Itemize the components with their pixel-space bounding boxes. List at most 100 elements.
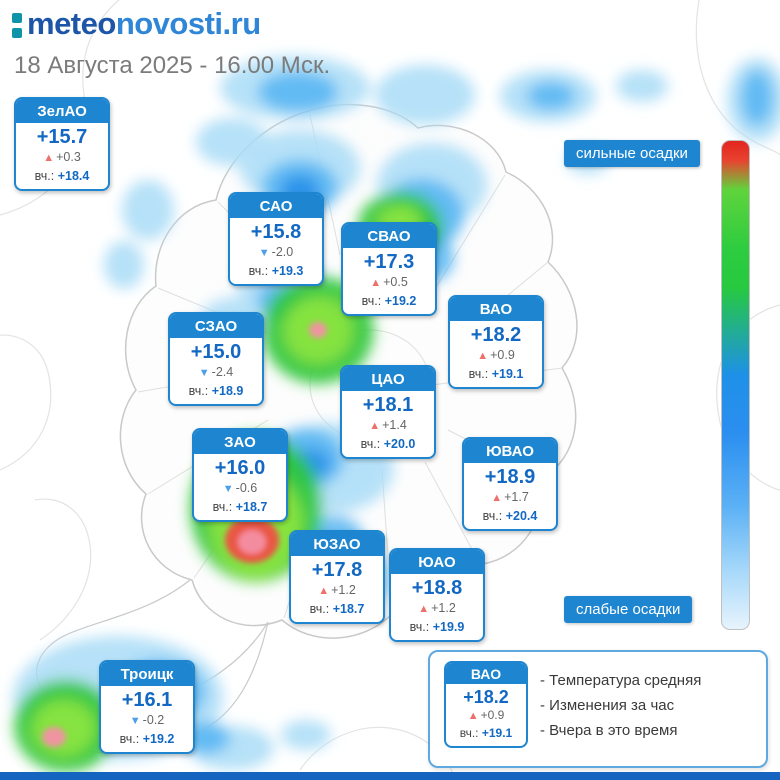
district-name: САО — [230, 194, 322, 218]
district-name: СВАО — [343, 224, 435, 248]
district-yesterday-row: вч.: +20.0 — [342, 434, 434, 457]
district-temp: +16.1 — [121, 689, 173, 711]
district-temp: +18.2 — [470, 324, 522, 346]
yesterday-label: вч.: — [119, 732, 140, 746]
district-name: Троицк — [101, 662, 193, 686]
explanation-hour-change: - Изменения за час — [540, 697, 675, 714]
district-change-row: ▼ -0.2 — [101, 711, 193, 729]
district-name: ВАО — [446, 663, 526, 684]
district-yesterday-value: +19.1 — [481, 726, 513, 740]
trend-arrow-icon: ▲ — [467, 710, 479, 722]
district-card-vao: ВАО +18.2 ▲ +0.9 вч.: +19.1 — [448, 295, 544, 389]
trend-arrow-icon: ▲ — [43, 152, 55, 164]
district-temp: +16.0 — [214, 457, 266, 479]
district-change-row: ▲ +0.3 — [16, 148, 108, 166]
district-yesterday-row: вч.: +19.1 — [446, 724, 526, 746]
precipitation-cores — [42, 322, 327, 747]
trend-arrow-icon: ▲ — [418, 603, 430, 615]
district-temp: +17.3 — [363, 251, 415, 273]
yesterday-label: вч.: — [188, 384, 209, 398]
logo-text: meteonovosti.ru — [27, 8, 261, 39]
explanation-yesterday: - Вчера в это время — [540, 722, 678, 739]
district-change-value: -2.0 — [271, 245, 294, 259]
yesterday-label: вч.: — [482, 509, 503, 523]
site-logo[interactable]: meteonovosti.ru — [12, 8, 261, 39]
district-yesterday-row: вч.: +18.7 — [194, 497, 286, 520]
district-temp: +18.2 — [463, 687, 509, 707]
district-temp: +18.8 — [411, 577, 463, 599]
district-card-yuvao: ЮВАО +18.9 ▲ +1.7 вч.: +20.4 — [462, 437, 558, 531]
district-card-sao: САО +15.8 ▼ -2.0 вч.: +19.3 — [228, 192, 324, 286]
district-yesterday-row: вч.: +19.2 — [343, 291, 435, 314]
yesterday-label: вч.: — [212, 500, 233, 514]
district-card-zao: ЗАО +16.0 ▼ -0.6 вч.: +18.7 — [192, 428, 288, 522]
district-yesterday-value: +19.2 — [142, 732, 175, 746]
district-change-row: ▼ -2.0 — [230, 243, 322, 261]
trend-arrow-icon: ▲ — [477, 350, 489, 362]
district-card-yuzao: ЮЗАО +17.8 ▲ +1.2 вч.: +18.7 — [289, 530, 385, 624]
trend-arrow-icon: ▼ — [198, 367, 210, 379]
logo-text-meteo: meteo — [27, 6, 116, 41]
district-yesterday-value: +19.9 — [432, 620, 465, 634]
district-name: ЮАО — [391, 550, 483, 574]
legend-explanation-lines: - Температура средняя - Изменения за час… — [540, 668, 701, 743]
district-temp: +17.8 — [311, 559, 363, 581]
district-name: ВАО — [450, 297, 542, 321]
district-yesterday-value: +19.2 — [384, 294, 417, 308]
bottom-accent-bar — [0, 772, 780, 780]
district-change-row: ▲ +1.4 — [342, 416, 434, 434]
legend-explanation-panel: ВАО +18.2 ▲ +0.9 вч.: +19.1 - Температура… — [428, 650, 768, 768]
district-yesterday-value: +18.7 — [235, 500, 268, 514]
precipitation-intensity-scale — [721, 140, 750, 630]
trend-arrow-icon: ▲ — [491, 492, 503, 504]
district-temp: +15.0 — [190, 341, 242, 363]
datetime-label: 18 Августа 2025 - 16.00 Мск. — [14, 52, 331, 79]
district-card-troitsk: Троицк +16.1 ▼ -0.2 вч.: +19.2 — [99, 660, 195, 754]
district-yesterday-row: вч.: +19.2 — [101, 729, 193, 752]
district-yesterday-value: +18.4 — [57, 169, 90, 183]
trend-arrow-icon: ▲ — [369, 420, 381, 432]
district-yesterday-value: +18.9 — [211, 384, 244, 398]
yesterday-label: вч.: — [409, 620, 430, 634]
district-change-row: ▲ +0.9 — [450, 346, 542, 364]
district-card-cao: ЦАО +18.1 ▲ +1.4 вч.: +20.0 — [340, 365, 436, 459]
yesterday-label: вч.: — [34, 169, 55, 183]
district-change-row: ▲ +1.2 — [291, 581, 383, 599]
district-change-value: +0.9 — [490, 348, 515, 362]
yesterday-label: вч.: — [360, 437, 381, 451]
district-yesterday-row: вч.: +18.4 — [16, 166, 108, 189]
district-change-value: +0.3 — [56, 150, 81, 164]
yesterday-label: вч.: — [248, 264, 269, 278]
district-name: ЗАО — [194, 430, 286, 454]
logo-icon — [12, 9, 22, 38]
district-change-value: +1.2 — [331, 583, 356, 597]
district-name: ЗелАО — [16, 99, 108, 123]
trend-arrow-icon: ▼ — [222, 483, 234, 495]
district-temp: +15.8 — [250, 221, 302, 243]
district-name: ЮЗАО — [291, 532, 383, 556]
district-card-szao: СЗАО +15.0 ▼ -2.4 вч.: +18.9 — [168, 312, 264, 406]
district-name: ЮВАО — [464, 439, 556, 463]
district-yesterday-row: вч.: +18.7 — [291, 599, 383, 622]
district-change-row: ▲ +0.5 — [343, 273, 435, 291]
district-change-value: +0.5 — [383, 275, 408, 289]
district-yesterday-row: вч.: +20.4 — [464, 506, 556, 529]
district-temp: +18.1 — [362, 394, 414, 416]
district-yesterday-row: вч.: +19.9 — [391, 617, 483, 640]
trend-arrow-icon: ▼ — [129, 715, 141, 727]
yesterday-label: вч.: — [468, 367, 489, 381]
trend-arrow-icon: ▲ — [370, 277, 382, 289]
district-change-value: +0.9 — [480, 708, 505, 722]
legend-strong-precip-label: сильные осадки — [564, 140, 700, 167]
district-yesterday-row: вч.: +19.1 — [450, 364, 542, 387]
district-change-value: +1.7 — [504, 490, 529, 504]
district-yesterday-row: вч.: +18.9 — [170, 381, 262, 404]
district-card-yuao: ЮАО +18.8 ▲ +1.2 вч.: +19.9 — [389, 548, 485, 642]
district-change-value: +1.4 — [382, 418, 407, 432]
legend-weak-precip-label: слабые осадки — [564, 596, 693, 623]
district-card-zelao: ЗелАО +15.7 ▲ +0.3 вч.: +18.4 — [14, 97, 110, 191]
district-yesterday-value: +19.3 — [271, 264, 304, 278]
district-name: СЗАО — [170, 314, 262, 338]
district-yesterday-value: +20.4 — [505, 509, 538, 523]
